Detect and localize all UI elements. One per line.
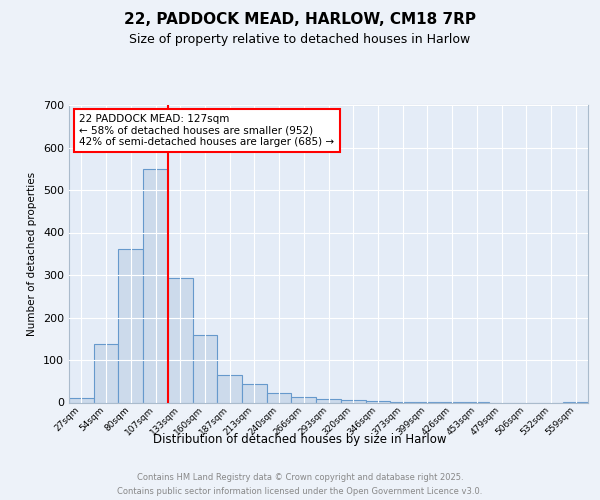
Text: 22, PADDOCK MEAD, HARLOW, CM18 7RP: 22, PADDOCK MEAD, HARLOW, CM18 7RP [124, 12, 476, 28]
Text: Distribution of detached houses by size in Harlow: Distribution of detached houses by size … [153, 432, 447, 446]
Bar [193, 336, 217, 402]
Text: 22 PADDOCK MEAD: 127sqm
← 58% of detached houses are smaller (952)
42% of semi-d: 22 PADDOCK MEAD: 127sqm ← 58% of detache… [79, 114, 335, 147]
Bar [143, 169, 168, 402]
Bar [217, 375, 242, 402]
Bar [292, 398, 316, 402]
Bar [341, 400, 365, 402]
Y-axis label: Number of detached properties: Number of detached properties [28, 172, 37, 336]
Text: Size of property relative to detached houses in Harlow: Size of property relative to detached ho… [130, 32, 470, 46]
Text: Contains HM Land Registry data © Crown copyright and database right 2025.: Contains HM Land Registry data © Crown c… [137, 472, 463, 482]
Bar [316, 399, 341, 402]
Bar [94, 344, 118, 403]
Bar [69, 398, 94, 402]
Bar [118, 248, 143, 402]
Bar [168, 278, 193, 402]
Text: Contains public sector information licensed under the Open Government Licence v3: Contains public sector information licen… [118, 488, 482, 496]
Bar [242, 384, 267, 402]
Bar [267, 393, 292, 402]
Bar [365, 401, 390, 402]
